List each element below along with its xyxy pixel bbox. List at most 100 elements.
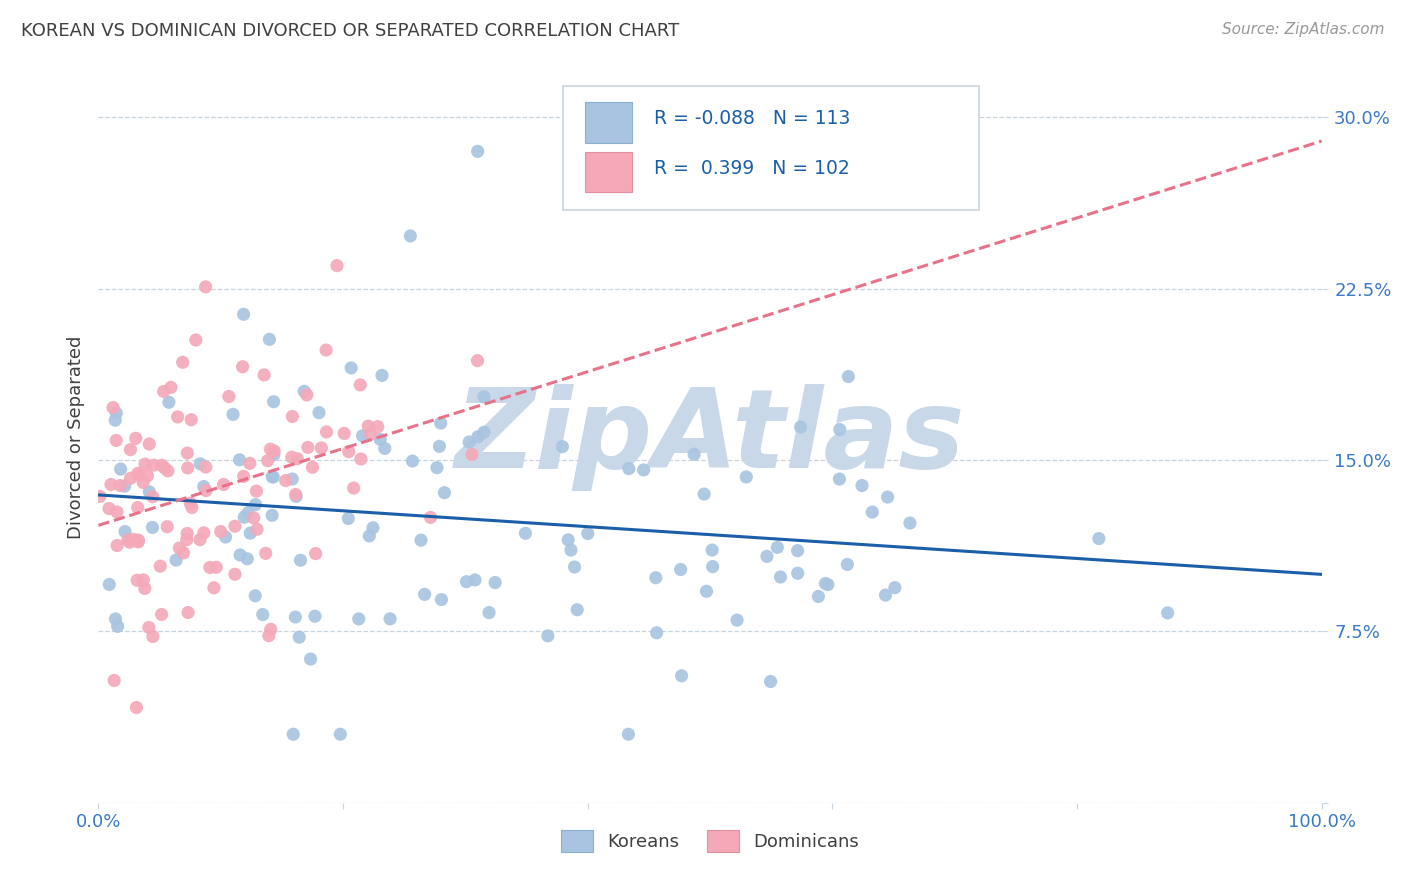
Point [360, 427, 382, 442]
Point [232, 469, 254, 483]
Y-axis label: Divorced or Separated: Divorced or Separated [66, 335, 84, 539]
Point [176, 533, 198, 547]
Point [315, 343, 337, 357]
Point [125, 700, 148, 714]
Point [644, 571, 666, 585]
Point [766, 541, 789, 555]
Text: R =  0.399   N = 102: R = 0.399 N = 102 [654, 159, 849, 178]
Point [150, 458, 173, 473]
Text: Source: ZipAtlas.com: Source: ZipAtlas.com [1222, 22, 1385, 37]
Point [361, 521, 384, 535]
Point [100, 477, 122, 491]
Point [262, 470, 284, 484]
Point [105, 434, 128, 448]
Point [198, 560, 221, 574]
Point [1156, 606, 1178, 620]
Point [560, 543, 582, 558]
Bar [585, 153, 631, 193]
Point [228, 453, 250, 467]
Point [430, 592, 453, 607]
Point [700, 543, 723, 558]
Point [828, 472, 851, 486]
Point [253, 368, 276, 382]
Point [347, 612, 370, 626]
Point [295, 388, 318, 402]
Point [110, 462, 132, 476]
Point [671, 669, 693, 683]
Point [103, 673, 125, 688]
Point [205, 560, 228, 574]
Point [755, 549, 778, 564]
Point [537, 629, 560, 643]
Point [117, 533, 139, 548]
Point [132, 475, 155, 490]
Point [284, 487, 307, 501]
Point [89, 489, 111, 503]
Point [107, 619, 129, 633]
Point [299, 652, 322, 666]
Point [814, 576, 837, 591]
Legend: Koreans, Dominicans: Koreans, Dominicans [554, 823, 866, 860]
Point [194, 460, 217, 475]
Point [357, 419, 380, 434]
Point [125, 431, 148, 445]
Point [245, 484, 267, 499]
Point [259, 332, 281, 346]
Point [876, 490, 898, 504]
Point [263, 448, 285, 462]
Point [478, 606, 501, 620]
Point [142, 490, 165, 504]
Point [177, 606, 200, 620]
Point [789, 420, 811, 434]
Point [181, 500, 204, 515]
Point [311, 441, 333, 455]
Point [138, 620, 160, 634]
Point [233, 510, 256, 524]
Point [285, 451, 308, 466]
Point [472, 425, 495, 440]
Point [169, 541, 191, 555]
Point [305, 547, 328, 561]
Point [142, 458, 165, 472]
Point [257, 629, 280, 643]
Point [172, 355, 194, 369]
Point [104, 413, 127, 427]
Point [315, 425, 337, 439]
Point [769, 570, 792, 584]
Point [179, 496, 201, 510]
Point [157, 395, 180, 409]
Point [837, 369, 859, 384]
Point [132, 573, 155, 587]
Point [101, 401, 124, 415]
Point [263, 444, 285, 458]
Text: KOREAN VS DOMINICAN DIVORCED OR SEPARATED CORRELATION CHART: KOREAN VS DOMINICAN DIVORCED OR SEPARATE… [21, 22, 679, 40]
Point [551, 440, 574, 454]
Point [567, 603, 589, 617]
Point [160, 380, 183, 394]
Point [114, 479, 136, 493]
Point [472, 390, 495, 404]
Point [262, 508, 284, 523]
Point [214, 530, 236, 544]
Point [368, 432, 391, 446]
Point [288, 630, 311, 644]
Point [239, 456, 262, 470]
Point [193, 525, 215, 540]
Point [120, 442, 142, 457]
Point [617, 727, 640, 741]
Point [176, 446, 198, 460]
Point [156, 464, 179, 478]
Point [515, 526, 537, 541]
Point [378, 612, 401, 626]
Point [576, 526, 599, 541]
Point [290, 553, 312, 567]
Point [118, 535, 141, 549]
Point [254, 546, 277, 560]
Point [224, 567, 246, 582]
Point [399, 229, 422, 244]
Point [426, 460, 449, 475]
Point [114, 524, 136, 539]
Point [458, 435, 481, 450]
Point [138, 437, 160, 451]
Point [127, 535, 149, 549]
